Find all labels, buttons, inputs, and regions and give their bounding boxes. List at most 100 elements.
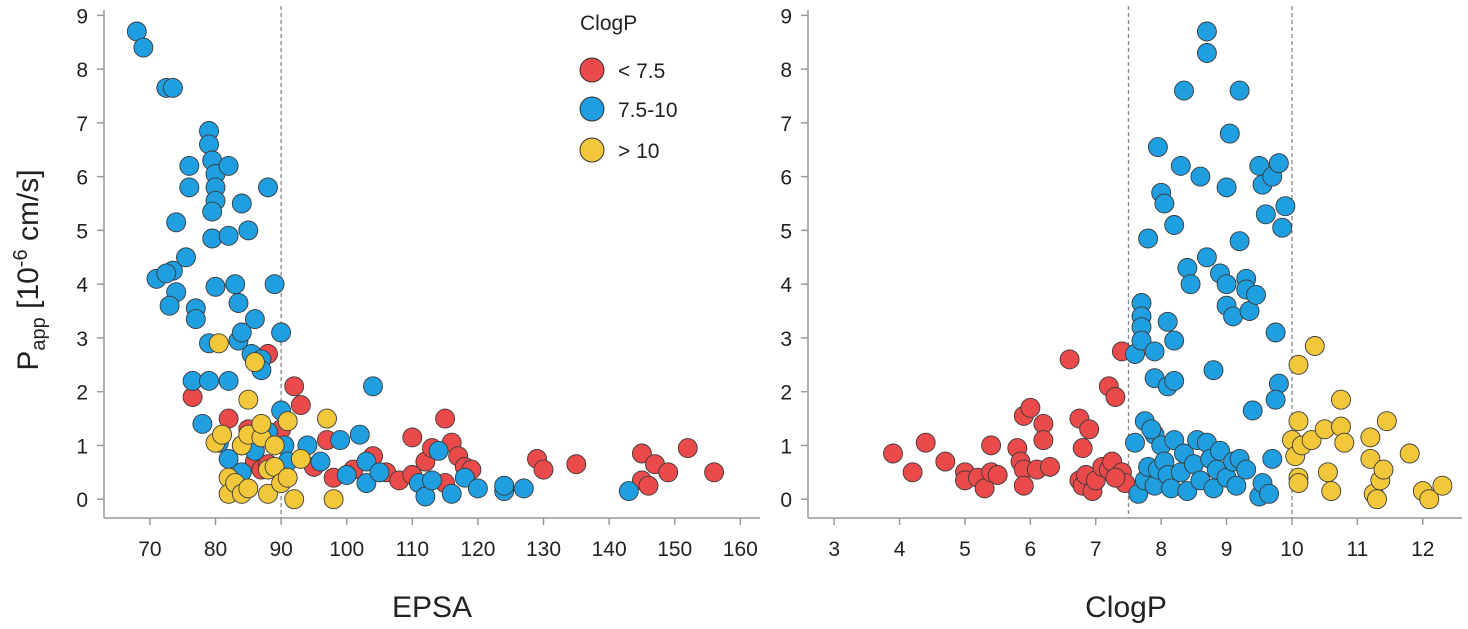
epsa-point-series-2: [284, 489, 305, 510]
clogp-point-series-2: [1331, 416, 1351, 437]
clogp-point-series-1: [1203, 360, 1224, 381]
epsa-point-series-1: [133, 37, 154, 58]
epsa-point-series-1: [336, 465, 357, 485]
epsa-x-tick-label: 110: [396, 538, 429, 561]
epsa-point-series-1: [618, 481, 639, 502]
epsa-y-tick-label: 6: [76, 167, 88, 190]
clogp-point-series-1: [1275, 196, 1296, 217]
clogp-y-tick-label: 8: [780, 59, 792, 82]
epsa-point-series-1: [179, 177, 200, 198]
clogp-x-tick-label: 5: [959, 538, 971, 561]
epsa-point-series-1: [218, 155, 239, 176]
epsa-point-series-1: [356, 473, 377, 494]
epsa-y-tick-label: 3: [76, 328, 88, 351]
clogp-y-tick-label: 3: [780, 328, 792, 351]
clogp-point-series-0: [915, 432, 936, 453]
epsa-point-series-1: [356, 451, 377, 472]
y-axis-title-unit-start: [10: [12, 267, 45, 317]
clogp-point-series-1: [1196, 43, 1217, 63]
clogp-point-series-2: [1360, 448, 1381, 469]
epsa-y-tick-label: 1: [76, 435, 88, 458]
epsa-y-ticks: 0 1 2 3 4 5 6 7 8 9: [76, 5, 104, 512]
epsa-x-tick-label: 120: [460, 538, 495, 561]
epsa-point-series-2: [323, 489, 344, 510]
epsa-point-series-1: [454, 467, 475, 488]
clogp-point-series-1: [1229, 231, 1250, 252]
clogp-point-series-1: [1265, 389, 1286, 410]
epsa-point-series-2: [317, 408, 337, 429]
clogp-y-tick-label: 0: [780, 489, 792, 512]
clogp-point-series-2: [1288, 411, 1309, 432]
clogp-point-series-1: [1144, 341, 1165, 362]
epsa-point-series-2: [212, 424, 233, 445]
epsa-point-series-0: [435, 408, 456, 429]
clogp-x-tick-label: 7: [1090, 538, 1102, 561]
epsa-y-tick-label: 0: [76, 489, 88, 512]
legend-marker-high: [579, 137, 605, 163]
epsa-point-series-1: [264, 274, 285, 295]
legend-label-low: < 7.5: [618, 60, 665, 83]
epsa-point-series-2: [244, 352, 265, 373]
clogp-point-series-1: [1242, 400, 1263, 421]
epsa-x-tick-label: 130: [526, 538, 561, 561]
epsa-point-series-2: [251, 413, 272, 434]
epsa-y-tick-label: 9: [76, 5, 88, 28]
epsa-point-series-2: [277, 411, 298, 432]
clogp-point-series-0: [1105, 387, 1126, 407]
epsa-point-series-1: [202, 228, 223, 249]
clogp-point-series-1: [1190, 166, 1211, 187]
epsa-point-series-1: [494, 475, 515, 496]
epsa-points: [126, 21, 725, 510]
epsa-point-series-0: [677, 438, 698, 459]
legend-label-mid: 7.5-10: [618, 99, 678, 122]
clogp-point-series-2: [1304, 336, 1325, 356]
clogp-x-tick-label: 12: [1411, 538, 1434, 561]
clogp-point-series-2: [1367, 489, 1387, 510]
clogp-point-series-1: [1131, 330, 1152, 351]
epsa-point-series-2: [277, 467, 298, 488]
epsa-x-tick-label: 70: [138, 538, 161, 561]
epsa-point-series-0: [284, 376, 305, 397]
clogp-y-tick-label: 4: [780, 274, 792, 297]
epsa-y-tick-label: 5: [76, 220, 88, 243]
clogp-x-tick-label: 9: [1221, 538, 1233, 561]
clogp-x-tick-label: 4: [894, 538, 906, 561]
epsa-point-series-1: [238, 220, 259, 241]
clogp-point-series-2: [1288, 354, 1309, 375]
clogp-point-series-2: [1432, 475, 1453, 496]
legend-marker-mid: [579, 96, 605, 122]
y-axis-title-subscript: app: [28, 317, 50, 350]
clogp-point-series-2: [1314, 419, 1335, 440]
epsa-point-series-1: [156, 263, 177, 284]
clogp-point-series-1: [1170, 155, 1191, 176]
clogp-point-series-1: [1226, 475, 1247, 496]
epsa-point-series-1: [467, 478, 488, 499]
clogp-point-series-1: [1265, 322, 1286, 343]
clogp-x-tick-label: 8: [1155, 538, 1167, 561]
clogp-point-series-0: [1105, 467, 1126, 488]
clogp-point-series-1: [1174, 80, 1194, 101]
clogp-point-series-1: [1164, 370, 1185, 391]
y-axis-title: Papp [10-6 cm/s]: [10, 169, 50, 370]
clogp-point-series-0: [1079, 419, 1100, 440]
clogp-point-series-2: [1360, 427, 1381, 448]
clogp-point-series-0: [987, 465, 1008, 485]
epsa-point-series-2: [290, 448, 311, 469]
legend-label-high: > 10: [618, 140, 659, 163]
epsa-point-series-2: [264, 435, 285, 456]
epsa-point-series-1: [231, 193, 252, 214]
clogp-point-series-1: [1219, 123, 1240, 144]
epsa-point-series-2: [208, 333, 229, 354]
epsa-point-series-1: [205, 276, 226, 297]
clogp-point-series-1: [1164, 430, 1185, 451]
clogp-point-series-1: [1141, 419, 1162, 440]
clogp-point-series-1: [1246, 284, 1266, 305]
clogp-point-series-1: [1259, 483, 1280, 504]
epsa-y-tick-label: 7: [76, 113, 88, 136]
clogp-point-series-1: [1272, 217, 1293, 238]
epsa-point-series-0: [402, 427, 423, 448]
epsa-point-series-1: [244, 309, 265, 330]
clogp-point-series-0: [1013, 475, 1034, 496]
epsa-x-tick-label: 80: [204, 538, 227, 561]
